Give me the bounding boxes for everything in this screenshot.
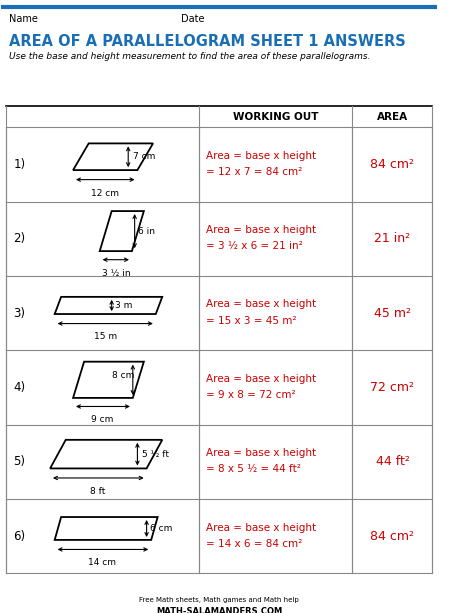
- Text: 72 cm²: 72 cm²: [371, 381, 414, 394]
- Text: Free Math sheets, Math games and Math help: Free Math sheets, Math games and Math he…: [139, 597, 299, 603]
- Text: Area = base x height: Area = base x height: [206, 374, 317, 384]
- Text: 5 ½ ft: 5 ½ ft: [142, 450, 169, 459]
- Text: 5): 5): [13, 455, 25, 468]
- Text: AREA: AREA: [377, 112, 408, 122]
- Text: 45 m²: 45 m²: [374, 306, 411, 319]
- Text: Name: Name: [9, 13, 37, 23]
- Text: = 14 x 6 = 84 cm²: = 14 x 6 = 84 cm²: [206, 539, 302, 549]
- Text: 6 cm: 6 cm: [150, 524, 173, 533]
- Text: 44 ft²: 44 ft²: [375, 455, 410, 468]
- Text: Date: Date: [181, 13, 204, 23]
- Text: = 12 x 7 = 84 cm²: = 12 x 7 = 84 cm²: [206, 167, 302, 177]
- Text: 3): 3): [13, 306, 25, 319]
- Text: 1): 1): [13, 158, 26, 171]
- Text: 3 m: 3 m: [115, 301, 133, 310]
- Text: 6 in: 6 in: [138, 227, 155, 235]
- Text: = 9 x 8 = 72 cm²: = 9 x 8 = 72 cm²: [206, 390, 296, 400]
- Text: 8 ft: 8 ft: [90, 487, 106, 495]
- Text: 14 cm: 14 cm: [89, 558, 117, 567]
- Text: 12 cm: 12 cm: [91, 189, 119, 198]
- Text: 7 cm: 7 cm: [133, 152, 155, 161]
- Text: 15 m: 15 m: [94, 332, 117, 341]
- Text: = 3 ½ x 6 = 21 in²: = 3 ½ x 6 = 21 in²: [206, 242, 303, 251]
- Text: MATH-SALAMANDERS.COM: MATH-SALAMANDERS.COM: [156, 607, 283, 613]
- Text: Area = base x height: Area = base x height: [206, 448, 317, 458]
- Text: 84 cm²: 84 cm²: [371, 158, 414, 171]
- Text: = 15 x 3 = 45 m²: = 15 x 3 = 45 m²: [206, 316, 297, 326]
- Text: AREA OF A PARALLELOGRAM SHEET 1 ANSWERS: AREA OF A PARALLELOGRAM SHEET 1 ANSWERS: [9, 34, 405, 49]
- Text: 3 ½ in: 3 ½ in: [102, 269, 130, 278]
- Text: Area = base x height: Area = base x height: [206, 300, 317, 310]
- Text: 8 cm: 8 cm: [112, 371, 134, 381]
- Text: WORKING OUT: WORKING OUT: [233, 112, 319, 122]
- Text: Use the base and height measurement to find the area of these parallelograms.: Use the base and height measurement to f…: [9, 52, 370, 61]
- Text: Area = base x height: Area = base x height: [206, 151, 317, 161]
- Text: Area = base x height: Area = base x height: [206, 522, 317, 533]
- Text: 2): 2): [13, 232, 26, 245]
- Text: 9 cm: 9 cm: [91, 415, 114, 424]
- Text: 4): 4): [13, 381, 26, 394]
- Text: 84 cm²: 84 cm²: [371, 530, 414, 543]
- Text: 21 in²: 21 in²: [374, 232, 410, 245]
- Text: Area = base x height: Area = base x height: [206, 225, 317, 235]
- Text: = 8 x 5 ½ = 44 ft²: = 8 x 5 ½ = 44 ft²: [206, 465, 301, 474]
- Text: 6): 6): [13, 530, 26, 543]
